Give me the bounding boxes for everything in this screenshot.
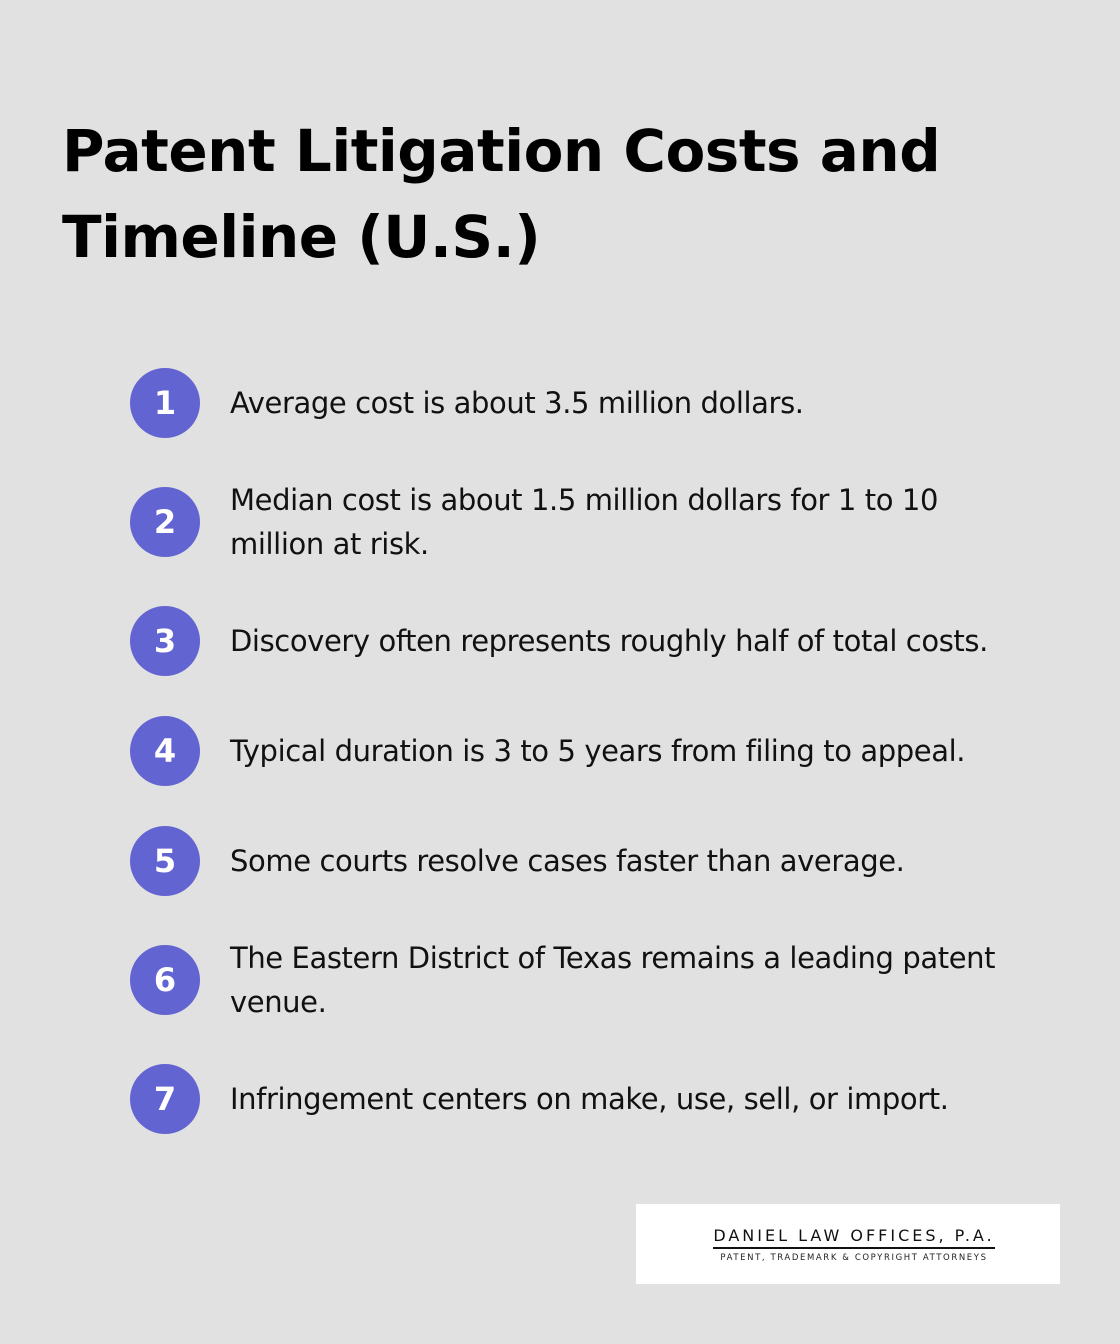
number-badge: 1 <box>130 368 200 438</box>
list-item: 7 Infringement centers on make, use, sel… <box>130 1064 1050 1134</box>
logo-firm-name: DANIEL LAW OFFICES, P.A. <box>713 1226 994 1249</box>
number-badge: 3 <box>130 606 200 676</box>
list-item-text: Infringement centers on make, use, sell,… <box>230 1077 1040 1121</box>
number-badge: 7 <box>130 1064 200 1134</box>
number-badge: 6 <box>130 945 200 1015</box>
number-badge: 2 <box>130 487 200 557</box>
law-office-logo: DANIEL LAW OFFICES, P.A. PATENT, TRADEMA… <box>636 1204 1060 1284</box>
list-item: 4 Typical duration is 3 to 5 years from … <box>130 716 1050 786</box>
list-item: 6 The Eastern District of Texas remains … <box>130 936 1050 1024</box>
list-item: 2 Median cost is about 1.5 million dolla… <box>130 478 1050 566</box>
list-item: 5 Some courts resolve cases faster than … <box>130 826 1050 896</box>
list-item-text: Average cost is about 3.5 million dollar… <box>230 381 1040 425</box>
list-item-text: Median cost is about 1.5 million dollars… <box>230 478 1040 566</box>
list-item: 3 Discovery often represents roughly hal… <box>130 606 1050 676</box>
list-item-text: Typical duration is 3 to 5 years from fi… <box>230 729 1040 773</box>
page-title: Patent Litigation Costs and Timeline (U.… <box>62 108 1042 280</box>
logo-tagline: PATENT, TRADEMARK & COPYRIGHT ATTORNEYS <box>720 1253 987 1263</box>
list-item: 1 Average cost is about 3.5 million doll… <box>130 368 1050 438</box>
list-item-text: Discovery often represents roughly half … <box>230 619 1040 663</box>
list-item-text: The Eastern District of Texas remains a … <box>230 936 1040 1024</box>
list-item-text: Some courts resolve cases faster than av… <box>230 839 1040 883</box>
number-badge: 5 <box>130 826 200 896</box>
number-badge: 4 <box>130 716 200 786</box>
